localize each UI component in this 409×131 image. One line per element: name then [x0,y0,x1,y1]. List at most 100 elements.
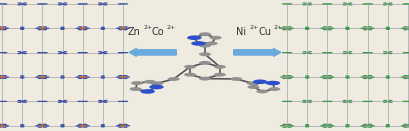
Circle shape [40,3,45,5]
Circle shape [347,53,351,54]
Circle shape [2,124,7,125]
Circle shape [344,125,349,126]
Circle shape [124,101,128,102]
Circle shape [78,29,83,30]
Circle shape [256,89,268,93]
Circle shape [78,26,83,28]
Circle shape [0,101,4,102]
Circle shape [388,53,392,54]
Circle shape [75,76,80,78]
Circle shape [98,51,102,52]
Circle shape [20,126,25,127]
Circle shape [321,3,326,5]
Circle shape [17,53,21,54]
Circle shape [279,76,284,78]
Circle shape [283,76,289,78]
Circle shape [362,101,366,102]
Circle shape [283,27,289,29]
Circle shape [60,101,65,102]
Circle shape [58,53,62,54]
Circle shape [98,100,102,101]
Circle shape [362,3,366,5]
Circle shape [198,77,211,81]
Circle shape [83,124,87,125]
Circle shape [287,3,292,5]
Circle shape [304,77,309,79]
Circle shape [327,52,332,53]
Circle shape [205,42,217,45]
Circle shape [307,53,311,54]
Circle shape [329,125,334,127]
Circle shape [304,101,309,102]
Circle shape [98,4,102,6]
Circle shape [382,2,386,4]
Circle shape [45,125,49,127]
Circle shape [344,76,349,78]
Circle shape [20,101,25,102]
Circle shape [39,27,45,29]
Circle shape [344,101,349,102]
Text: 2+: 2+ [166,25,175,30]
Circle shape [384,75,389,77]
Circle shape [20,27,25,28]
Circle shape [301,100,306,101]
Circle shape [60,125,65,126]
Circle shape [120,125,126,127]
Circle shape [43,101,47,102]
Circle shape [279,28,284,29]
Circle shape [17,100,21,101]
Circle shape [324,76,330,78]
Circle shape [329,28,334,29]
Circle shape [284,101,288,102]
Circle shape [384,101,389,102]
Circle shape [347,102,351,103]
Circle shape [400,125,405,127]
Circle shape [344,29,349,30]
Circle shape [117,3,122,5]
Circle shape [384,76,389,78]
Circle shape [3,3,7,5]
Circle shape [20,52,25,53]
Circle shape [0,52,1,53]
Circle shape [281,78,286,79]
Circle shape [281,52,285,53]
Circle shape [63,53,67,54]
Circle shape [187,35,201,40]
Circle shape [327,101,332,102]
Circle shape [23,2,27,4]
Circle shape [304,75,309,77]
Circle shape [362,78,367,79]
Circle shape [213,73,225,77]
Circle shape [38,29,42,30]
Circle shape [85,76,90,78]
Circle shape [281,124,286,125]
Circle shape [58,51,62,52]
Circle shape [0,3,1,5]
Circle shape [362,26,367,28]
Circle shape [118,75,123,77]
Circle shape [362,29,367,30]
Circle shape [0,126,2,128]
Circle shape [39,125,45,127]
Circle shape [63,4,67,6]
Circle shape [60,77,65,79]
Circle shape [0,125,5,127]
Circle shape [265,81,279,85]
Circle shape [124,52,128,53]
Circle shape [364,27,370,29]
Circle shape [129,87,142,91]
Circle shape [369,125,374,127]
Circle shape [60,76,65,78]
Circle shape [364,52,369,53]
Circle shape [382,102,386,103]
Circle shape [362,75,367,77]
Circle shape [402,78,407,79]
Circle shape [23,51,27,52]
Circle shape [344,77,349,79]
Circle shape [100,52,105,53]
Circle shape [384,27,389,28]
Circle shape [123,126,128,128]
Circle shape [326,78,331,79]
Circle shape [324,101,329,102]
Circle shape [100,77,105,79]
